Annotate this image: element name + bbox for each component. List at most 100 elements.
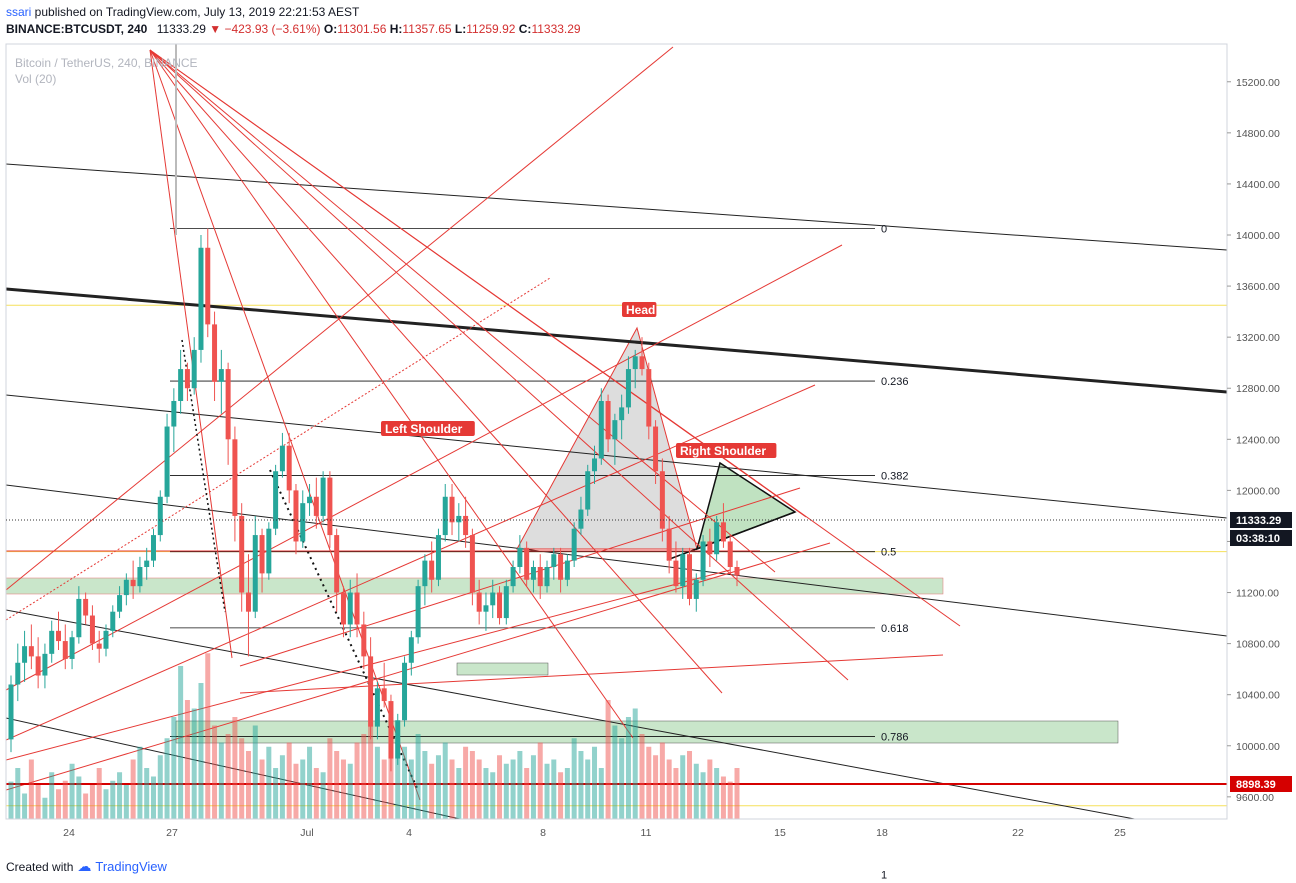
volume-bar <box>564 768 570 819</box>
volume-bar <box>598 768 604 819</box>
candle-body <box>714 522 720 555</box>
fan-line <box>149 49 776 573</box>
volume-bar <box>435 755 441 819</box>
volume-bar <box>212 725 218 819</box>
volume-bar <box>334 751 340 819</box>
candle-body <box>564 560 570 580</box>
volume-bar <box>517 751 523 819</box>
x-tick-label: 22 <box>1012 827 1024 839</box>
rising-line <box>6 244 843 691</box>
y-tick-label: 12400.00 <box>1236 434 1280 446</box>
rising-line <box>6 569 731 761</box>
candle-body <box>266 528 272 574</box>
candle-body <box>415 586 421 638</box>
countdown-label: 03:38:10 <box>1236 533 1280 545</box>
x-tick-label: 27 <box>166 827 178 839</box>
y-tick-label: 12800.00 <box>1236 383 1280 395</box>
volume-bar <box>734 768 740 819</box>
candle-body <box>69 637 75 659</box>
volume-bar <box>395 738 401 819</box>
price-label-box <box>1230 512 1292 528</box>
rising-line <box>239 654 944 694</box>
candle-body <box>463 515 469 536</box>
candle-body <box>734 567 740 576</box>
y-tick-label: 14400.00 <box>1236 179 1280 191</box>
volume-bar <box>62 780 68 819</box>
candle-body <box>571 528 577 561</box>
candle-body <box>469 535 475 593</box>
author-link[interactable]: ssari <box>6 5 32 19</box>
volume-bar <box>646 746 652 819</box>
candle-body <box>239 515 245 593</box>
volume-bar <box>22 793 28 819</box>
volume-bar <box>300 759 306 819</box>
volume-bar <box>239 738 245 819</box>
volume-bar <box>653 755 659 819</box>
x-tick-label: 15 <box>774 827 786 839</box>
candle-body <box>252 535 258 612</box>
rising-line <box>6 542 831 791</box>
last-price-label: 11333.29 <box>1236 515 1281 527</box>
volume-bar <box>619 738 625 819</box>
candle-body <box>171 401 177 427</box>
candle-body <box>625 369 631 408</box>
volume-bar <box>137 746 143 819</box>
low-value: 11259.92 <box>466 22 516 36</box>
candle-body <box>619 407 625 421</box>
candle-body <box>388 701 394 759</box>
y-tick-label: 10800.00 <box>1236 639 1280 651</box>
candle-body <box>96 643 102 649</box>
candle-body <box>537 567 543 587</box>
tradingview-link[interactable]: TradingView <box>95 859 167 874</box>
candle-body <box>429 560 435 580</box>
price-label-box <box>1230 530 1292 546</box>
candle-body <box>144 560 150 567</box>
candle-body <box>191 349 197 389</box>
candle-body <box>245 592 251 612</box>
volume-bar <box>551 759 557 819</box>
volume-bar <box>558 772 564 819</box>
small-zone <box>456 662 549 676</box>
volume-bar <box>198 683 204 819</box>
volume-bar <box>571 738 577 819</box>
volume-bar <box>171 717 177 819</box>
publish-line: ssari published on TradingView.com, July… <box>6 5 359 19</box>
volume-bar <box>639 734 645 819</box>
volume-bar <box>612 725 618 819</box>
volume-bar <box>157 755 163 819</box>
volume-bar <box>483 768 489 819</box>
candle-body <box>313 496 319 516</box>
candle-body <box>123 579 129 596</box>
fib-level-label: 1 <box>881 870 887 882</box>
volume-bar <box>585 759 591 819</box>
volume-bar <box>497 755 503 819</box>
change-value: −423.93 (−3.61%) <box>224 22 321 36</box>
x-tick-label: 18 <box>876 827 888 839</box>
volume-bar <box>720 776 726 819</box>
trend-channel-line <box>6 394 1227 519</box>
candle-body <box>578 509 584 529</box>
candle-body <box>592 458 598 472</box>
volume-bar <box>279 755 285 819</box>
volume-bar <box>693 763 699 819</box>
candle-body <box>15 662 21 685</box>
volume-bar <box>340 759 346 819</box>
candle-body <box>110 611 116 631</box>
candle-body <box>612 420 618 440</box>
volume-bar <box>510 759 516 819</box>
candle-body <box>497 592 503 619</box>
volume-bar <box>320 772 326 819</box>
y-tick-label: 12000.00 <box>1236 485 1280 497</box>
volume-bar <box>225 734 231 819</box>
footer: Created with ☁ TradingView <box>6 858 167 875</box>
volume-bar <box>123 785 129 819</box>
volume-bar <box>191 708 197 819</box>
candle-body <box>327 477 333 536</box>
volume-bar <box>184 700 190 819</box>
right-shoulder-label: Right Shoulder <box>680 444 766 458</box>
candle-body <box>456 515 462 523</box>
candle-body <box>320 477 326 516</box>
fan-line <box>149 49 849 681</box>
candle-body <box>130 579 136 587</box>
